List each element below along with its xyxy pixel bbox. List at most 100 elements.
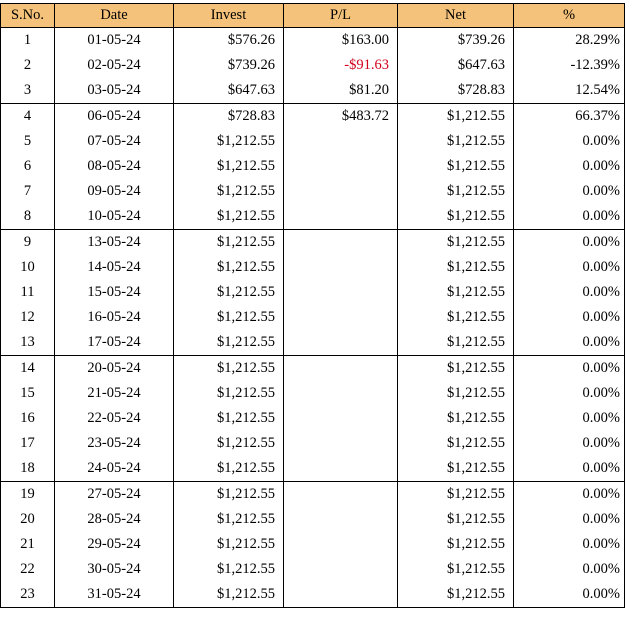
cell-net: $1,212.55 — [397, 280, 514, 305]
cell-sno: 6 — [0, 154, 55, 179]
header-invest: Invest — [173, 3, 284, 28]
cell-percent: 0.00% — [513, 381, 625, 406]
cell-invest: $1,212.55 — [173, 507, 284, 532]
cell-invest: $1,212.55 — [173, 330, 284, 356]
cell-net: $1,212.55 — [397, 532, 514, 557]
cell-percent: 0.00% — [513, 255, 625, 280]
cell-date: 21-05-24 — [54, 381, 174, 406]
cell-invest: $1,212.55 — [173, 129, 284, 154]
table-row: 18 24-05-24 $1,212.55 $1,212.55 0.00% — [0, 456, 625, 482]
cell-date: 22-05-24 — [54, 406, 174, 431]
cell-invest: $1,212.55 — [173, 229, 284, 255]
cell-net: $728.83 — [397, 78, 514, 104]
table-row: 16 22-05-24 $1,212.55 $1,212.55 0.00% — [0, 406, 625, 431]
table-row: 12 16-05-24 $1,212.55 $1,212.55 0.00% — [0, 305, 625, 330]
table-row: 22 30-05-24 $1,212.55 $1,212.55 0.00% — [0, 557, 625, 582]
pl-table: S.No. Date Invest P/L Net % 1 01-05-24 $57… — [0, 3, 625, 608]
cell-net: $647.63 — [397, 53, 514, 78]
cell-invest: $1,212.55 — [173, 557, 284, 582]
cell-date: 10-05-24 — [54, 204, 174, 230]
cell-net: $1,212.55 — [397, 406, 514, 431]
cell-sno: 18 — [0, 456, 55, 482]
cell-invest: $576.26 — [173, 27, 284, 53]
cell-sno: 2 — [0, 53, 55, 78]
cell-invest: $1,212.55 — [173, 481, 284, 507]
cell-invest: $1,212.55 — [173, 456, 284, 482]
cell-pl: $163.00 — [283, 27, 398, 53]
table-row: 4 06-05-24 $728.83 $483.72 $1,212.55 66.37% — [0, 103, 625, 129]
cell-percent: 0.00% — [513, 229, 625, 255]
cell-percent: 0.00% — [513, 305, 625, 330]
cell-sno: 14 — [0, 355, 55, 381]
cell-net: $1,212.55 — [397, 229, 514, 255]
cell-net: $1,212.55 — [397, 255, 514, 280]
cell-date: 09-05-24 — [54, 179, 174, 204]
cell-percent: 0.00% — [513, 431, 625, 456]
cell-net: $739.26 — [397, 27, 514, 53]
cell-date: 01-05-24 — [54, 27, 174, 53]
table-row: 19 27-05-24 $1,212.55 $1,212.55 0.00% — [0, 481, 625, 507]
table-row: 20 28-05-24 $1,212.55 $1,212.55 0.00% — [0, 507, 625, 532]
table-row: 17 23-05-24 $1,212.55 $1,212.55 0.00% — [0, 431, 625, 456]
cell-invest: $739.26 — [173, 53, 284, 78]
cell-pl — [283, 280, 398, 305]
cell-sno: 15 — [0, 381, 55, 406]
cell-percent: 0.00% — [513, 204, 625, 230]
table-row: 21 29-05-24 $1,212.55 $1,212.55 0.00% — [0, 532, 625, 557]
cell-sno: 13 — [0, 330, 55, 356]
cell-percent: 0.00% — [513, 154, 625, 179]
table-row: 13 17-05-24 $1,212.55 $1,212.55 0.00% — [0, 330, 625, 356]
cell-net: $1,212.55 — [397, 557, 514, 582]
cell-date: 03-05-24 — [54, 78, 174, 104]
table-row: 23 31-05-24 $1,212.55 $1,212.55 0.00% — [0, 582, 625, 608]
cell-net: $1,212.55 — [397, 204, 514, 230]
table-row: 3 03-05-24 $647.63 $81.20 $728.83 12.54% — [0, 78, 625, 104]
cell-date: 08-05-24 — [54, 154, 174, 179]
cell-pl — [283, 481, 398, 507]
cell-percent: 0.00% — [513, 280, 625, 305]
cell-sno: 21 — [0, 532, 55, 557]
cell-net: $1,212.55 — [397, 456, 514, 482]
table-row: 6 08-05-24 $1,212.55 $1,212.55 0.00% — [0, 154, 625, 179]
cell-invest: $1,212.55 — [173, 305, 284, 330]
cell-pl — [283, 179, 398, 204]
cell-pl — [283, 129, 398, 154]
cell-percent: 0.00% — [513, 129, 625, 154]
cell-date: 23-05-24 — [54, 431, 174, 456]
cell-date: 02-05-24 — [54, 53, 174, 78]
table-row: 15 21-05-24 $1,212.55 $1,212.55 0.00% — [0, 381, 625, 406]
cell-sno: 23 — [0, 582, 55, 608]
cell-net: $1,212.55 — [397, 582, 514, 608]
cell-percent: 0.00% — [513, 406, 625, 431]
cell-date: 06-05-24 — [54, 103, 174, 129]
cell-date: 07-05-24 — [54, 129, 174, 154]
cell-sno: 20 — [0, 507, 55, 532]
table-row: 2 02-05-24 $739.26 -$91.63 $647.63 -12.39% — [0, 53, 625, 78]
cell-sno: 19 — [0, 481, 55, 507]
header-date: Date — [54, 3, 174, 28]
cell-pl — [283, 406, 398, 431]
cell-net: $1,212.55 — [397, 355, 514, 381]
header-pl: P/L — [283, 3, 398, 28]
cell-net: $1,212.55 — [397, 305, 514, 330]
cell-percent: 0.00% — [513, 582, 625, 608]
header-sno: S.No. — [0, 3, 55, 28]
cell-date: 27-05-24 — [54, 481, 174, 507]
cell-pl — [283, 557, 398, 582]
cell-invest: $1,212.55 — [173, 582, 284, 608]
cell-pl — [283, 431, 398, 456]
table-row: 9 13-05-24 $1,212.55 $1,212.55 0.00% — [0, 229, 625, 255]
cell-date: 24-05-24 — [54, 456, 174, 482]
cell-sno: 3 — [0, 78, 55, 104]
cell-sno: 7 — [0, 179, 55, 204]
cell-sno: 12 — [0, 305, 55, 330]
cell-net: $1,212.55 — [397, 431, 514, 456]
cell-date: 30-05-24 — [54, 557, 174, 582]
cell-invest: $647.63 — [173, 78, 284, 104]
cell-invest: $1,212.55 — [173, 406, 284, 431]
cell-percent: 0.00% — [513, 507, 625, 532]
cell-sno: 17 — [0, 431, 55, 456]
cell-pl — [283, 204, 398, 230]
cell-pl — [283, 532, 398, 557]
cell-pl — [283, 381, 398, 406]
